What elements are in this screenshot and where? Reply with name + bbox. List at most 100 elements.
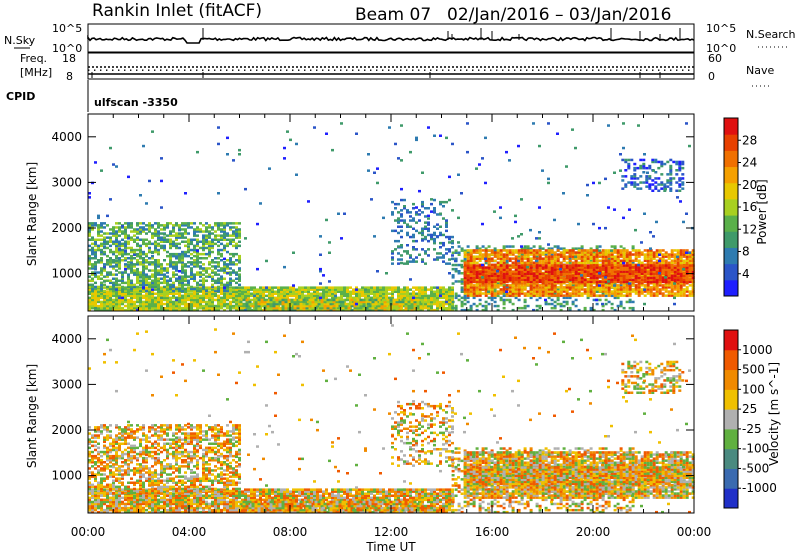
range-gate-cell <box>385 286 388 289</box>
range-gate-cell <box>461 247 464 250</box>
range-gate-cell <box>509 284 512 287</box>
range-gate-cell <box>360 299 363 302</box>
range-gate-cell <box>455 293 458 296</box>
range-gate-cell <box>539 305 542 308</box>
range-gate-cell <box>247 286 250 289</box>
range-gate-cell <box>626 249 629 252</box>
range-gate-cell <box>94 282 97 285</box>
range-gate-cell <box>238 222 241 225</box>
range-gate-cell <box>427 288 430 291</box>
range-gate-cell <box>139 222 142 225</box>
range-gate-cell <box>563 294 566 297</box>
range-gate-cell <box>154 222 157 225</box>
freq-dot <box>478 70 479 71</box>
range-gate-cell <box>503 253 506 256</box>
range-gate-cell <box>133 263 136 266</box>
range-gate-cell <box>509 245 512 248</box>
range-gate-cell <box>279 307 282 310</box>
range-gate-cell <box>91 284 94 287</box>
range-gate-cell <box>512 245 515 248</box>
range-gate-cell <box>452 264 455 267</box>
range-gate-cell <box>306 303 309 306</box>
freq-dot <box>532 70 533 71</box>
range-gate-cell <box>473 284 476 287</box>
range-gate-cell <box>482 249 485 252</box>
range-gate-cell <box>476 255 479 258</box>
range-gate-cell <box>145 286 148 289</box>
range-gate-cell <box>97 259 100 262</box>
range-gate-cell <box>184 284 187 287</box>
range-gate-cell <box>118 280 121 283</box>
range-gate-cell <box>103 290 106 293</box>
range-gate-cell <box>160 282 163 285</box>
range-gate-cell <box>300 303 303 306</box>
range-gate-cell <box>452 282 455 285</box>
freq-dot <box>106 70 107 71</box>
range-gate-cell <box>232 226 235 229</box>
range-gate-cell <box>193 239 196 242</box>
range-gate-cell <box>662 292 665 295</box>
range-gate-cell <box>644 294 647 297</box>
range-gate-cell <box>536 305 539 308</box>
range-gate-cell <box>100 234 103 237</box>
range-gate-cell <box>342 301 345 304</box>
range-gate-cell <box>163 236 166 239</box>
range-gate-cell <box>211 259 214 262</box>
range-gate-cell <box>172 234 175 237</box>
range-gate-cell <box>235 282 238 285</box>
range-gate-cell <box>172 253 175 256</box>
range-gate-cell <box>403 286 406 289</box>
range-gate-cell <box>124 241 127 244</box>
range-gate-cell <box>148 247 151 250</box>
range-gate-cell <box>127 261 130 264</box>
freq-dot <box>124 70 125 71</box>
range-gate-cell <box>202 305 205 308</box>
range-gate-cell <box>145 228 148 231</box>
range-gate-cell <box>397 286 400 289</box>
range-gate-cell <box>635 249 638 252</box>
range-gate-cell <box>166 239 169 242</box>
freq-dot <box>574 70 575 71</box>
range-gate-cell <box>154 241 157 244</box>
range-gate-cell <box>599 260 602 263</box>
range-gate-cell <box>214 288 217 291</box>
range-gate-cell <box>626 301 629 304</box>
range-gate-cell <box>109 271 112 274</box>
range-gate-cell <box>605 299 608 302</box>
range-gate-cell <box>229 222 232 225</box>
range-gate-cell <box>521 249 524 252</box>
range-gate-cell <box>193 255 196 258</box>
freq-dot <box>196 70 197 71</box>
range-gate-cell <box>220 249 223 252</box>
range-gate-cell <box>515 255 518 258</box>
range-gate-cell <box>306 299 309 302</box>
range-gate-cell <box>199 265 202 268</box>
range-gate-cell <box>485 249 488 252</box>
range-gate-cell <box>557 249 560 252</box>
range-gate-cell <box>581 292 584 295</box>
range-gate-cell <box>100 282 103 285</box>
range-gate-cell <box>133 249 136 252</box>
range-gate-cell <box>133 284 136 287</box>
range-gate-cell <box>240 301 243 304</box>
range-gate-cell <box>223 222 226 225</box>
range-gate-cell <box>467 245 470 248</box>
range-gate-cell <box>244 286 247 289</box>
range-gate-cell <box>136 253 139 256</box>
range-gate-cell <box>121 230 124 233</box>
range-gate-cell <box>557 303 560 306</box>
range-gate-cell <box>527 305 530 308</box>
freq-dot <box>142 70 143 71</box>
range-gate-cell <box>554 301 557 304</box>
range-gate-cell <box>118 284 121 287</box>
range-gate-cell <box>115 269 118 272</box>
range-gate-cell <box>388 293 391 296</box>
range-gate-cell <box>157 222 160 225</box>
range-gate-cell <box>509 257 512 260</box>
freq-dot <box>496 70 497 71</box>
range-gate-cell <box>115 226 118 229</box>
range-gate-cell <box>427 295 430 298</box>
range-gate-cell <box>590 249 593 252</box>
range-gate-cell <box>635 284 638 287</box>
range-gate-cell <box>324 305 327 308</box>
